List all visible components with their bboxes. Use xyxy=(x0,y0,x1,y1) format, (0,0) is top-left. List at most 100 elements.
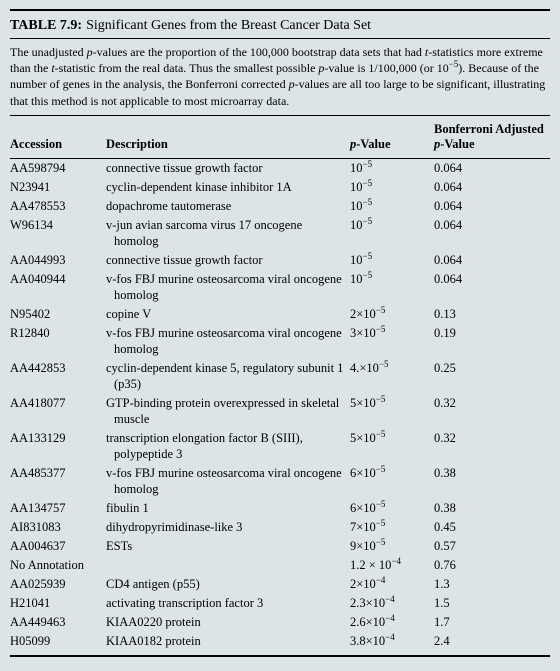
cell-adjusted-pvalue: 0.76 xyxy=(434,556,550,575)
cell-pvalue: 10−5 xyxy=(350,251,434,270)
cell-pvalue: 2.3×10−4 xyxy=(350,594,434,613)
table-caption: The unadjusted p-values are the proporti… xyxy=(10,38,550,115)
cell-description: fibulin 1 xyxy=(106,499,350,518)
cell-description: connective tissue growth factor xyxy=(106,251,350,270)
table-row: AA134757fibulin 16×10−50.38 xyxy=(10,499,550,518)
cell-pvalue: 7×10−5 xyxy=(350,518,434,537)
cell-pvalue: 2.6×10−4 xyxy=(350,613,434,632)
cell-description: GTP-binding protein overexpressed in ske… xyxy=(106,394,350,429)
cell-description: KIAA0182 protein xyxy=(106,632,350,651)
cell-pvalue: 1.2 × 10−4 xyxy=(350,556,434,575)
cell-adjusted-pvalue: 2.4 xyxy=(434,632,550,651)
cell-adjusted-pvalue: 0.38 xyxy=(434,464,550,499)
table-container: TABLE 7.9: Significant Genes from the Br… xyxy=(0,0,560,671)
cell-accession: AA040944 xyxy=(10,270,106,305)
cell-adjusted-pvalue: 0.38 xyxy=(434,499,550,518)
cell-adjusted-pvalue: 0.064 xyxy=(434,270,550,305)
cell-description: transcription elongation factor B (SIII)… xyxy=(106,429,350,464)
cell-description: dopachrome tautomerase xyxy=(106,197,350,216)
cell-accession: AA044993 xyxy=(10,251,106,270)
cell-adjusted-pvalue: 0.32 xyxy=(434,429,550,464)
cell-accession: AA442853 xyxy=(10,359,106,394)
table-row: AA004637ESTs9×10−50.57 xyxy=(10,537,550,556)
cell-adjusted-pvalue: 1.5 xyxy=(434,594,550,613)
cell-pvalue: 6×10−5 xyxy=(350,464,434,499)
table-row: N95402copine V2×10−50.13 xyxy=(10,305,550,324)
table-row: AA598794connective tissue growth factor1… xyxy=(10,158,550,178)
cell-adjusted-pvalue: 0.064 xyxy=(434,216,550,251)
cell-adjusted-pvalue: 0.25 xyxy=(434,359,550,394)
cell-description: v-fos FBJ murine osteosarcoma viral onco… xyxy=(106,464,350,499)
cell-accession: AA485377 xyxy=(10,464,106,499)
cell-description: v-fos FBJ murine osteosarcoma viral onco… xyxy=(106,270,350,305)
cell-description: CD4 antigen (p55) xyxy=(106,575,350,594)
table-row: AA025939CD4 antigen (p55)2×10−41.3 xyxy=(10,575,550,594)
cell-accession: AA478553 xyxy=(10,197,106,216)
cell-description: v-fos FBJ murine osteosarcoma viral onco… xyxy=(106,324,350,359)
table-row: AA485377v-fos FBJ murine osteosarcoma vi… xyxy=(10,464,550,499)
cell-description: cyclin-dependent kinase 5, regulatory su… xyxy=(106,359,350,394)
cell-adjusted-pvalue: 0.19 xyxy=(434,324,550,359)
table-row: N23941cyclin-dependent kinase inhibitor … xyxy=(10,178,550,197)
table-row: W96134v-jun avian sarcoma virus 17 oncog… xyxy=(10,216,550,251)
col-header-accession: Accession xyxy=(10,115,106,158)
table-row: H05099KIAA0182 protein3.8×10−42.4 xyxy=(10,632,550,651)
cell-adjusted-pvalue: 1.7 xyxy=(434,613,550,632)
cell-pvalue: 5×10−5 xyxy=(350,394,434,429)
cell-pvalue: 4.×10−5 xyxy=(350,359,434,394)
cell-pvalue: 3.8×10−4 xyxy=(350,632,434,651)
cell-adjusted-pvalue: 0.064 xyxy=(434,251,550,270)
cell-accession: R12840 xyxy=(10,324,106,359)
table-row: AA418077GTP-binding protein overexpresse… xyxy=(10,394,550,429)
table-row: AA478553dopachrome tautomerase10−50.064 xyxy=(10,197,550,216)
cell-adjusted-pvalue: 0.57 xyxy=(434,537,550,556)
cell-accession: H21041 xyxy=(10,594,106,613)
table-row: H21041activating transcription factor 32… xyxy=(10,594,550,613)
cell-accession: AI831083 xyxy=(10,518,106,537)
cell-pvalue: 10−5 xyxy=(350,270,434,305)
cell-pvalue: 10−5 xyxy=(350,158,434,178)
table-row: AA449463KIAA0220 protein2.6×10−41.7 xyxy=(10,613,550,632)
cell-accession: W96134 xyxy=(10,216,106,251)
cell-description: cyclin-dependent kinase inhibitor 1A xyxy=(106,178,350,197)
cell-pvalue: 3×10−5 xyxy=(350,324,434,359)
cell-accession: AA449463 xyxy=(10,613,106,632)
cell-accession: N23941 xyxy=(10,178,106,197)
cell-pvalue: 10−5 xyxy=(350,197,434,216)
table-number: TABLE 7.9: xyxy=(10,18,82,33)
cell-description: v-jun avian sarcoma virus 17 oncogene ho… xyxy=(106,216,350,251)
cell-accession: No Annotation xyxy=(10,556,106,575)
cell-adjusted-pvalue: 0.13 xyxy=(434,305,550,324)
table-row: AA044993connective tissue growth factor1… xyxy=(10,251,550,270)
table-body: AA598794connective tissue growth factor1… xyxy=(10,158,550,651)
cell-accession: H05099 xyxy=(10,632,106,651)
table-title-row: TABLE 7.9: Significant Genes from the Br… xyxy=(10,9,550,38)
cell-adjusted-pvalue: 0.064 xyxy=(434,197,550,216)
cell-pvalue: 10−5 xyxy=(350,178,434,197)
cell-description: copine V xyxy=(106,305,350,324)
cell-accession: AA598794 xyxy=(10,158,106,178)
data-table: Accession Description p-Value Bonferroni… xyxy=(10,115,550,651)
col-header-pvalue: p-Value xyxy=(350,115,434,158)
table-row: AA442853cyclin-dependent kinase 5, regul… xyxy=(10,359,550,394)
cell-pvalue: 5×10−5 xyxy=(350,429,434,464)
cell-adjusted-pvalue: 0.064 xyxy=(434,158,550,178)
cell-pvalue: 10−5 xyxy=(350,216,434,251)
cell-adjusted-pvalue: 1.3 xyxy=(434,575,550,594)
table-row: AI831083dihydropyrimidinase-like 37×10−5… xyxy=(10,518,550,537)
table-row: AA133129transcription elongation factor … xyxy=(10,429,550,464)
cell-adjusted-pvalue: 0.45 xyxy=(434,518,550,537)
table-row: No Annotation 1.2 × 10−40.76 xyxy=(10,556,550,575)
col-header-description: Description xyxy=(106,115,350,158)
cell-description: dihydropyrimidinase-like 3 xyxy=(106,518,350,537)
cell-pvalue: 6×10−5 xyxy=(350,499,434,518)
cell-description: KIAA0220 protein xyxy=(106,613,350,632)
cell-pvalue: 9×10−5 xyxy=(350,537,434,556)
cell-description: ESTs xyxy=(106,537,350,556)
cell-accession: AA133129 xyxy=(10,429,106,464)
col-header-adjusted: Bonferroni Adjustedp-Value xyxy=(434,115,550,158)
cell-accession: AA134757 xyxy=(10,499,106,518)
cell-description xyxy=(106,556,350,575)
table-row: AA040944v-fos FBJ murine osteosarcoma vi… xyxy=(10,270,550,305)
table-header-row: Accession Description p-Value Bonferroni… xyxy=(10,115,550,158)
